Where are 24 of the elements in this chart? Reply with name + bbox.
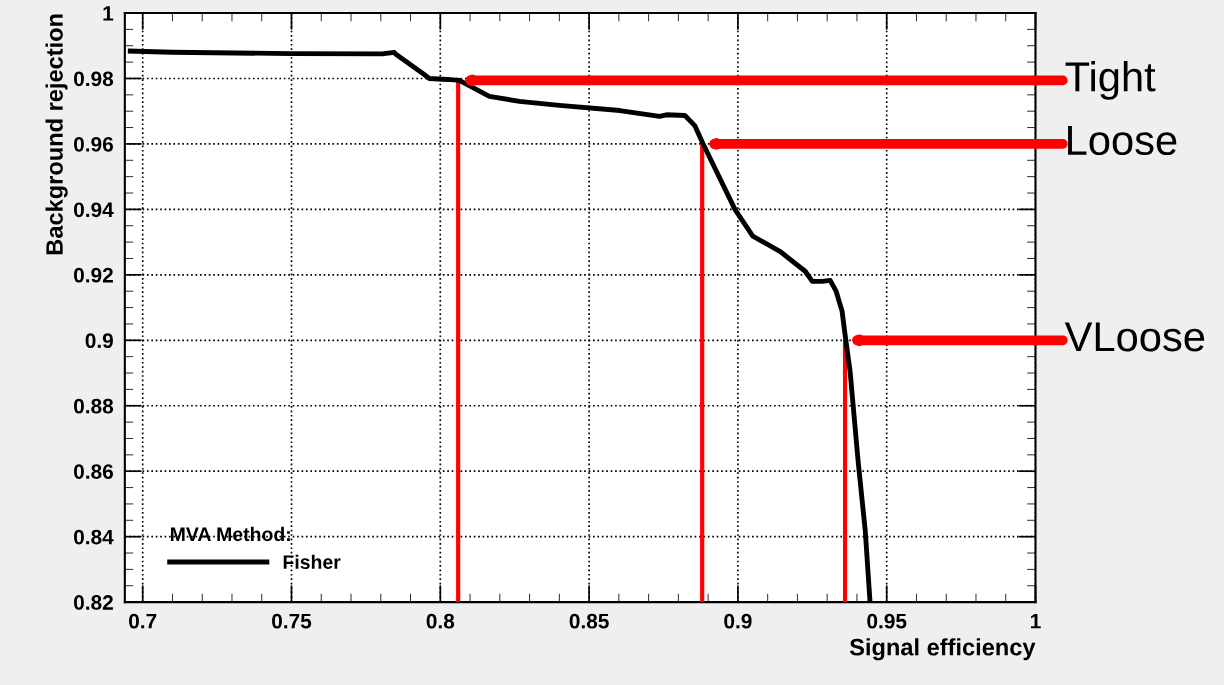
y-tick-label: 0.98 [74, 71, 114, 87]
x-tick-label: 0.75 [272, 613, 312, 629]
y-axis-title: Background rejection [45, 14, 68, 255]
x-tick-label: 0.9 [724, 613, 752, 629]
y-tick-label: 0.96 [74, 136, 113, 152]
x-tick-label: 0.8 [426, 613, 455, 629]
x-tick-label: 0.85 [569, 613, 609, 629]
y-tick-label: 0.86 [74, 464, 113, 479]
y-tick-label: 0.88 [74, 398, 114, 414]
text: Loose [1068, 126, 1177, 156]
y-tick-label: 0.92 [74, 267, 113, 283]
x-tick-label: 1 [1031, 613, 1041, 629]
y-tick-label: 0.94 [74, 202, 114, 218]
y-tick-label: 0.84 [74, 529, 114, 545]
legend-title: MVA Method: [170, 526, 290, 542]
y-tick-label: 0.9 [85, 333, 113, 349]
text: Tight [1065, 61, 1156, 100]
y-tick-label: 1 [103, 6, 114, 21]
y-tick-label: 0.82 [74, 595, 113, 610]
x-axis-title: Signal efficiency [849, 638, 1036, 661]
text: Fisher [283, 554, 341, 569]
x-tick-label: 0.7 [129, 613, 157, 629]
text: VLoose [1064, 322, 1205, 352]
x-tick-label: 0.95 [867, 613, 907, 629]
